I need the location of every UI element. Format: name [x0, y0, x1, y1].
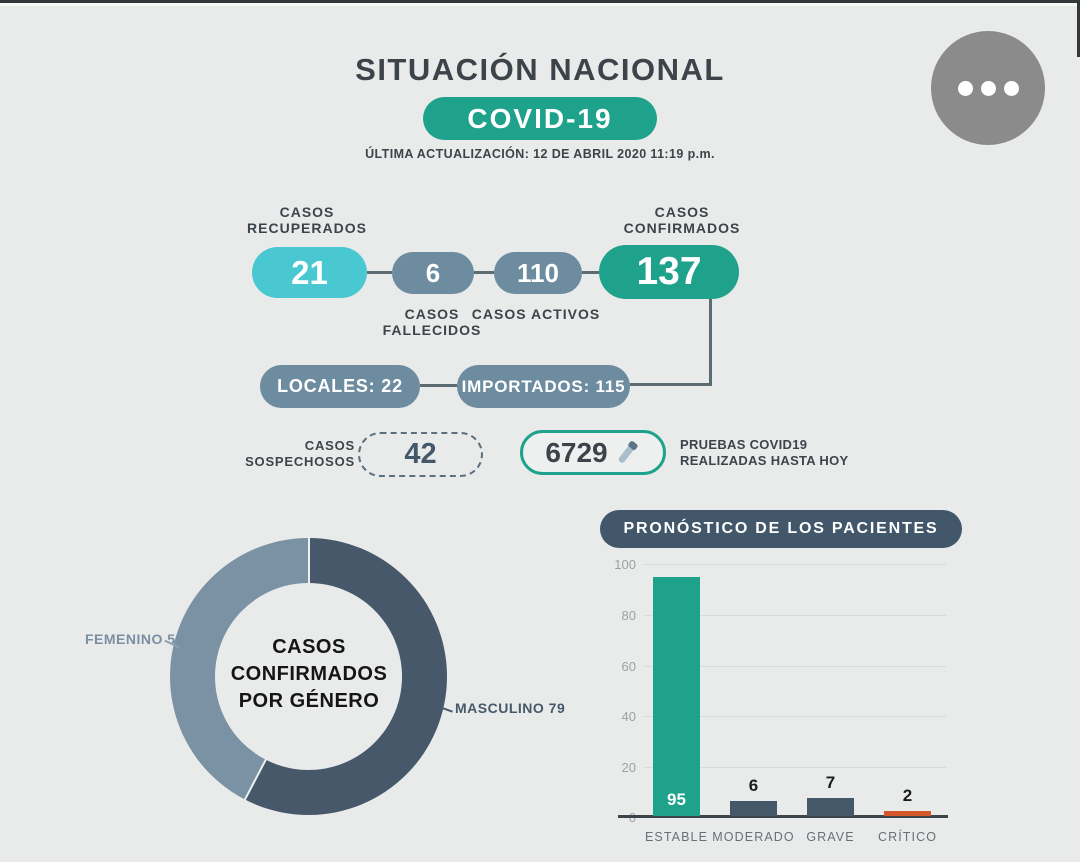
bar-rect	[653, 577, 700, 816]
bar-value: 2	[902, 786, 913, 805]
ellipsis-dot-icon	[980, 80, 996, 96]
connector-line	[630, 383, 712, 386]
tests-count: 6729	[545, 436, 608, 468]
bar-value: 6	[748, 776, 759, 795]
gridline	[644, 666, 946, 667]
ellipsis-menu-button[interactable]	[931, 31, 1045, 145]
gridline	[644, 716, 946, 717]
masculino-callout: MASCULINO 79	[455, 700, 566, 716]
y-axis-tick: 100	[614, 557, 636, 572]
donut-center-title: CASOS CONFIRMADOS POR GÉNERO	[230, 636, 388, 712]
bar-rect	[730, 801, 777, 816]
bar-value: 95	[667, 790, 686, 809]
active-label: CASOS ACTIVOS	[471, 306, 601, 322]
bar-category-label: ESTABLE	[644, 830, 709, 844]
active-pill: 110	[494, 252, 582, 294]
connector-line	[582, 271, 599, 274]
donut-hole	[215, 583, 402, 770]
bar-category-label: GRAVE	[806, 830, 855, 844]
last-update-text: ÚLTIMA ACTUALIZACIÓN: 12 DE ABRIL 2020 1…	[365, 147, 715, 161]
page-title: SITUACIÓN NACIONAL	[355, 52, 725, 87]
tests-label: PRUEBAS COVID19 REALIZADAS HASTA HOY	[680, 437, 849, 468]
recovered-pill: 21	[252, 247, 367, 298]
y-axis-tick: 60	[621, 659, 636, 674]
test-tube-icon	[614, 437, 641, 468]
deceased-pill: 6	[392, 252, 474, 294]
y-axis-tick: 80	[621, 608, 636, 623]
ellipsis-dot-icon	[957, 80, 973, 96]
femenino-callout: FEMENINO 58	[85, 631, 184, 647]
bar-category-label: CRÍTICO	[877, 830, 938, 844]
bar-rect	[807, 798, 854, 816]
deceased-label: CASOS FALLECIDOS	[382, 306, 482, 338]
connector-line	[474, 271, 494, 274]
x-axis-line	[618, 815, 948, 818]
connector-line	[709, 299, 712, 386]
bar-category-label: MODERADO	[712, 830, 795, 844]
covid-badge: COVID-19	[423, 97, 657, 140]
confirmed-label: CASOS CONFIRMADOS	[623, 204, 741, 236]
local-cases-pill: LOCALES: 22	[260, 365, 420, 408]
recovered-label: CASOS RECUPERADOS	[247, 204, 367, 236]
y-axis-tick: 20	[621, 760, 636, 775]
tests-pill: 6729	[520, 430, 666, 475]
bar-value: 7	[825, 773, 836, 792]
prognosis-chart-title: PRONÓSTICO DE LOS PACIENTES	[600, 510, 962, 548]
gridline	[644, 615, 946, 616]
imported-cases-pill: IMPORTADOS: 115	[457, 365, 630, 408]
top-edge-highlight	[0, 3, 1080, 6]
confirmed-pill: 137	[599, 245, 739, 299]
y-axis-tick: 40	[621, 709, 636, 724]
gender-donut-chart: CASOS CONFIRMADOS POR GÉNERO	[170, 537, 447, 815]
top-edge-bar	[0, 0, 1080, 3]
connector-line	[420, 384, 457, 387]
gridline	[644, 767, 946, 768]
right-edge-bar	[1077, 0, 1080, 57]
suspected-label: CASOS SOSPECHOSOS	[245, 438, 355, 469]
gridline	[644, 564, 946, 565]
ellipsis-dot-icon	[1003, 80, 1019, 96]
bar-rect	[884, 811, 931, 816]
connector-line	[367, 271, 392, 274]
suspected-pill: 42	[358, 432, 483, 477]
